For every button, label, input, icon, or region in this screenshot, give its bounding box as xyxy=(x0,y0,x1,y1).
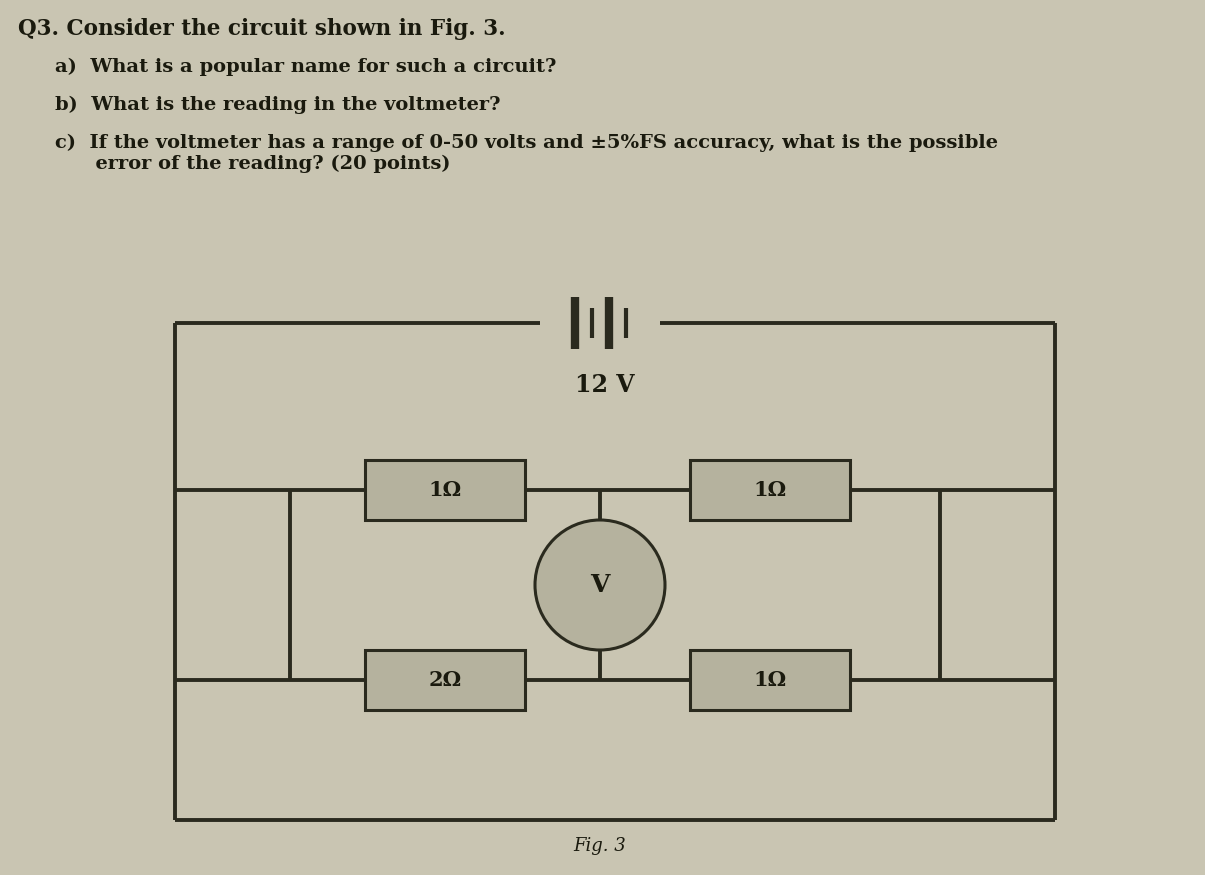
FancyBboxPatch shape xyxy=(690,460,850,520)
Text: 12 V: 12 V xyxy=(575,373,635,397)
Text: 1Ω: 1Ω xyxy=(753,480,787,500)
FancyBboxPatch shape xyxy=(365,460,525,520)
Text: b)  What is the reading in the voltmeter?: b) What is the reading in the voltmeter? xyxy=(55,96,500,115)
Text: Q3. Consider the circuit shown in Fig. 3.: Q3. Consider the circuit shown in Fig. 3… xyxy=(18,18,506,40)
FancyBboxPatch shape xyxy=(365,650,525,710)
Ellipse shape xyxy=(535,520,665,650)
FancyBboxPatch shape xyxy=(690,650,850,710)
Text: 1Ω: 1Ω xyxy=(428,480,462,500)
Text: c)  If the voltmeter has a range of 0-50 volts and ±5%FS accuracy, what is the p: c) If the voltmeter has a range of 0-50 … xyxy=(55,134,998,173)
Text: Fig. 3: Fig. 3 xyxy=(574,837,627,855)
Text: 1Ω: 1Ω xyxy=(753,670,787,690)
Text: V: V xyxy=(590,573,610,597)
Text: a)  What is a popular name for such a circuit?: a) What is a popular name for such a cir… xyxy=(55,58,557,76)
Text: 2Ω: 2Ω xyxy=(428,670,462,690)
